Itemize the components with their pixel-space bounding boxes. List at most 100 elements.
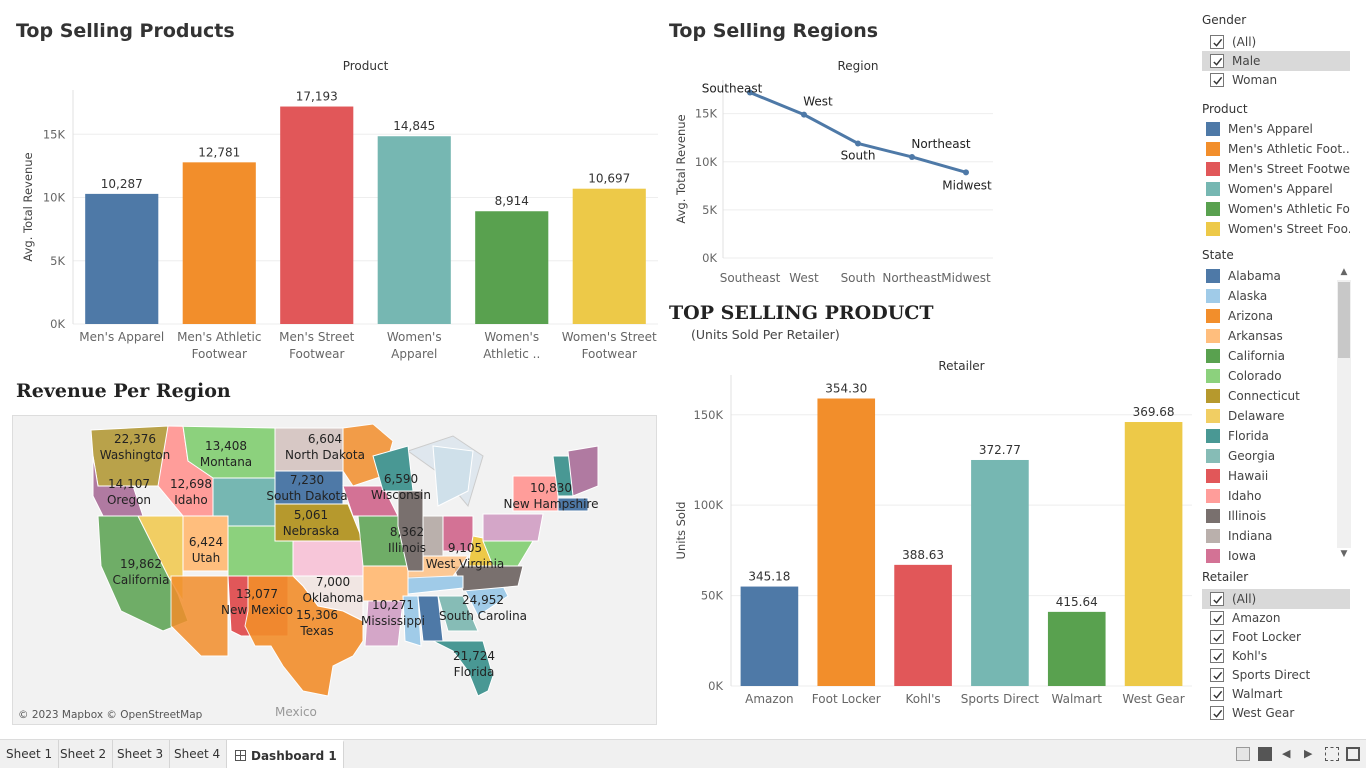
product-legend-label: Women's Apparel (1228, 182, 1333, 196)
state-legend-item[interactable]: Arizona (1202, 306, 1336, 326)
retailer-option[interactable]: Walmart (1202, 684, 1350, 704)
retailer-option[interactable]: Amazon (1202, 608, 1350, 628)
checkbox-icon[interactable] (1210, 668, 1224, 682)
retailer-option[interactable]: Kohl's (1202, 646, 1350, 666)
retailer-option[interactable]: West Gear (1202, 703, 1350, 723)
state-legend-item[interactable]: Alaska (1202, 286, 1336, 306)
state-legend-list[interactable]: Alabama Alaska Arizona Arkansas California Co… (1196, 266, 1336, 566)
map-state-name: California (112, 573, 170, 587)
tab-sheet-3[interactable]: Sheet 3 (111, 740, 171, 768)
state-legend-item[interactable]: Colorado (1202, 366, 1336, 386)
map-state-value: 6,604 (307, 432, 343, 446)
color-swatch (1206, 122, 1220, 136)
color-swatch (1206, 489, 1220, 503)
line-point (855, 140, 861, 147)
x-tick-label: West Gear (1122, 692, 1184, 706)
state-legend-label: Illinois (1228, 509, 1267, 523)
state-legend-item[interactable]: Illinois (1202, 506, 1336, 526)
checkbox-icon[interactable] (1210, 630, 1224, 644)
state-legend-item[interactable]: Connecticut (1202, 386, 1336, 406)
checkbox-icon[interactable] (1210, 687, 1224, 701)
color-swatch (1206, 369, 1220, 383)
state-pennsylvania (482, 513, 544, 542)
gender-option[interactable]: Woman (1202, 70, 1350, 90)
color-swatch (1206, 202, 1220, 216)
checkbox-icon[interactable] (1210, 706, 1224, 720)
state-legend-item[interactable]: Georgia (1202, 446, 1336, 466)
scroll-up-icon[interactable]: ▲ (1340, 267, 1348, 277)
bar (817, 398, 876, 686)
region-revenue-chart[interactable]: Region 0K 5K 10K 15K Avg. Total Revenue Southe… (665, 50, 995, 295)
x-tick-label: Women's (484, 330, 539, 344)
state-indiana (422, 515, 444, 557)
map-state-name: Oregon (106, 493, 152, 507)
checkbox-icon[interactable] (1210, 35, 1224, 49)
state-legend-item[interactable]: Indiana (1202, 526, 1336, 546)
state-legend-item[interactable]: Alabama (1202, 266, 1336, 286)
gender-option-label: (All) (1232, 35, 1257, 49)
map-state-label: 10,830 New Hampshire (504, 480, 599, 512)
state-legend-item[interactable]: Delaware (1202, 406, 1336, 426)
product-legend-item[interactable]: Men's Athletic Foot.. (1202, 139, 1350, 159)
map-state-value: 6,424 (188, 535, 224, 549)
gender-filter-title: Gender (1202, 13, 1247, 27)
next-sheet-icon[interactable]: ▶ (1304, 747, 1313, 760)
state-scrollbar[interactable]: ▲ ▼ (1337, 266, 1351, 562)
tab-sheet-4[interactable]: Sheet 4 (168, 740, 228, 768)
state-legend-label: Alaska (1228, 289, 1268, 303)
product-legend-item[interactable]: Men's Street Footwe.. (1202, 159, 1350, 179)
gender-option[interactable]: Male (1202, 51, 1350, 71)
retailer-option[interactable]: Foot Locker (1202, 627, 1350, 647)
filmstrip-icon[interactable] (1236, 747, 1250, 761)
map-state-value: 9,105 (447, 541, 483, 555)
product-legend-item[interactable]: Men's Apparel (1202, 119, 1350, 139)
x-tick-label: Sports Direct (961, 692, 1040, 706)
point-label: West (803, 95, 833, 109)
state-legend-item[interactable]: Hawaii (1202, 466, 1336, 486)
x-tick-label: West (789, 271, 819, 285)
x-tick-label: Footwear (289, 347, 344, 361)
tab-sheet-1[interactable]: Sheet 1 (0, 740, 60, 768)
prev-sheet-icon[interactable]: ◀ (1282, 747, 1291, 760)
map-state-label: 7,230 South Dakota (266, 472, 347, 504)
tab-dashboard-1[interactable]: Dashboard 1 (227, 740, 344, 768)
color-swatch (1206, 529, 1220, 543)
chart-header: Region (837, 59, 878, 73)
revenue-map[interactable]: 22,376 Washington 13,408 Montana 6,604 North … (12, 415, 657, 725)
retailer-units-chart[interactable]: Retailer 0K 50K 100K 150K Units Sold 345.18 Ama… (665, 350, 1195, 710)
y-tick-label: 15K (695, 107, 718, 121)
checkbox-icon[interactable] (1210, 611, 1224, 625)
map-state-label: 5,061 Nebraska (283, 507, 340, 539)
gender-option[interactable]: (All) (1202, 32, 1350, 52)
state-louisiana (364, 600, 404, 647)
state-legend-item[interactable]: Florida (1202, 426, 1336, 446)
state-legend-item[interactable]: Arkansas (1202, 326, 1336, 346)
checkbox-icon[interactable] (1210, 649, 1224, 663)
dashboard-grid-icon (235, 750, 246, 761)
state-legend-item[interactable]: California (1202, 346, 1336, 366)
product-legend-item[interactable]: Women's Apparel (1202, 179, 1350, 199)
bar-value-label: 345.18 (748, 570, 790, 584)
product-legend-item[interactable]: Women's Street Foo.. (1202, 219, 1350, 239)
checkbox-icon[interactable] (1210, 54, 1224, 68)
state-michigan (432, 445, 474, 507)
checkbox-icon[interactable] (1210, 592, 1224, 606)
fit-view-icon[interactable] (1325, 747, 1339, 761)
y-axis-title: Avg. Total Revenue (21, 152, 35, 261)
scroll-down-icon[interactable]: ▼ (1340, 549, 1348, 559)
chart-header: Product (343, 59, 389, 73)
state-kansas (292, 540, 364, 579)
sheet-view-icon[interactable] (1258, 747, 1272, 761)
state-legend-item[interactable]: Iowa (1202, 546, 1336, 566)
retailer-option[interactable]: Sports Direct (1202, 665, 1350, 685)
scroll-thumb[interactable] (1338, 282, 1350, 358)
presentation-icon[interactable] (1346, 747, 1360, 761)
product-legend-item[interactable]: Women's Athletic Fo.. (1202, 199, 1350, 219)
x-tick-label: Amazon (745, 692, 794, 706)
retailer-option[interactable]: (All) (1202, 589, 1350, 609)
product-revenue-chart[interactable]: Product 0K 5K 10K 15K Avg. Total Revenue 10,28… (0, 50, 665, 370)
tab-sheet-2[interactable]: Sheet 2 (54, 740, 114, 768)
checkbox-icon[interactable] (1210, 73, 1224, 87)
state-legend-item[interactable]: Idaho (1202, 486, 1336, 506)
map-state-value: 24,952 (462, 593, 504, 607)
